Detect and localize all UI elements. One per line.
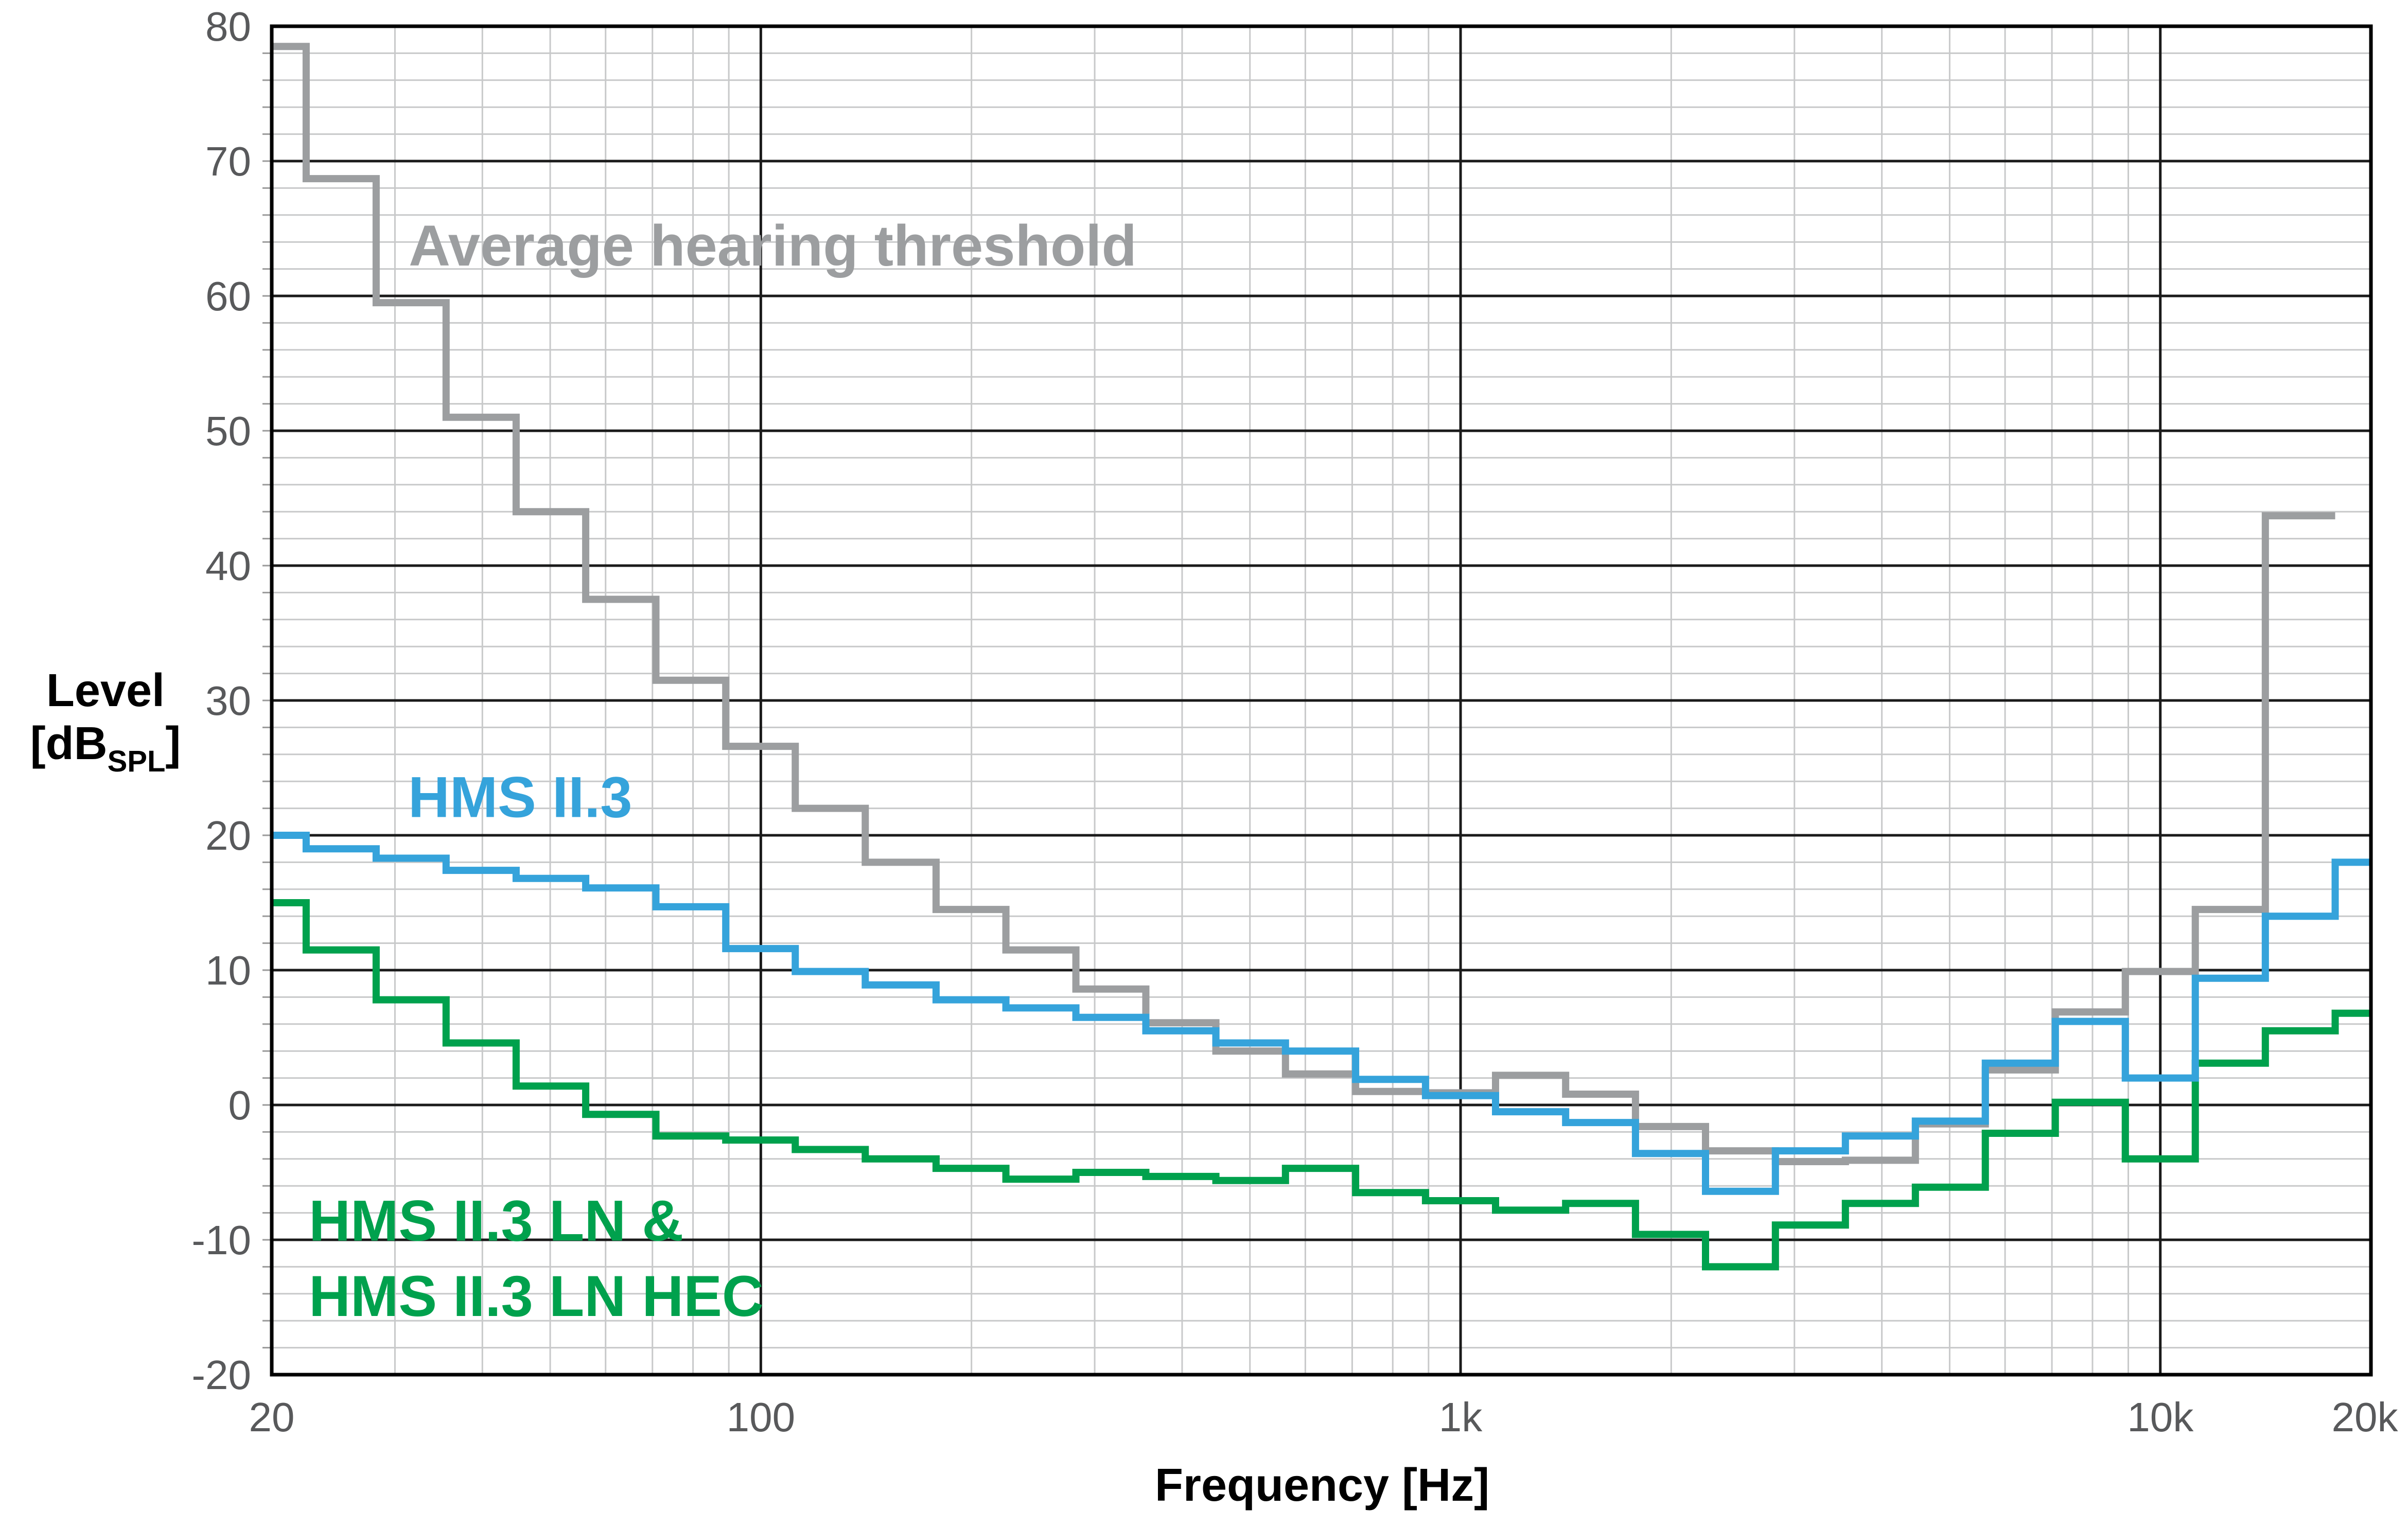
y-axis-unit-main: [dB — [30, 718, 108, 769]
y-tick-label-40: 40 — [205, 543, 251, 589]
curve-hms-ii-3-ln-hms-ii-3-ln-hec — [272, 899, 2371, 1271]
x-tick-label-100: 100 — [727, 1394, 795, 1440]
x-tick-label-20: 20 — [249, 1394, 295, 1440]
y-tick-label-50: 50 — [205, 408, 251, 454]
x-tick-label-10k: 10k — [2127, 1394, 2194, 1440]
x-tick-label-20k: 20k — [2332, 1394, 2399, 1440]
y-tick-label-0: 0 — [229, 1082, 252, 1128]
hms-ii3-ln-curve-label-line1: HMS II.3 LN & — [309, 1188, 683, 1253]
gridlines-major — [272, 26, 2371, 1375]
y-tick-label-80: 80 — [205, 4, 251, 49]
y-tick-label--20: -20 — [191, 1352, 251, 1398]
y-axis-unit-subscript: SPL — [108, 745, 166, 778]
y-tick-label-70: 70 — [205, 138, 251, 184]
x-axis-title: Frequency [Hz] — [1155, 1460, 1489, 1511]
y-tick-label-60: 60 — [205, 273, 251, 319]
data-curves — [272, 43, 2371, 1271]
y-axis-title-line1: Level — [46, 665, 165, 716]
plot-border — [270, 24, 2373, 1377]
hms-ii3-curve-label: HMS II.3 — [408, 765, 632, 830]
hms-ii3-ln-curve-label-line2: HMS II.3 LN HEC — [309, 1264, 764, 1328]
y-axis-tick-marks — [262, 52, 270, 1349]
y-tick-label-10: 10 — [205, 947, 251, 993]
y-tick-label-30: 30 — [205, 678, 251, 724]
gridlines-minor — [272, 26, 2371, 1375]
y-axis-unit-close: ] — [165, 718, 181, 769]
x-tick-label-1k: 1k — [1439, 1394, 1483, 1440]
y-tick-label-20: 20 — [205, 813, 251, 858]
curve-hms-ii-3 — [272, 832, 2371, 1195]
threshold-curve-label: Average hearing threshold — [409, 214, 1137, 278]
y-tick-labels: 80 70 60 50 40 30 20 10 0 -10 -20 — [191, 4, 251, 1398]
y-axis-title-line2: [dBSPL] — [30, 718, 181, 778]
x-tick-labels: 20 100 1k 10k 20k — [249, 1394, 2399, 1440]
y-tick-label--10: -10 — [191, 1217, 251, 1263]
